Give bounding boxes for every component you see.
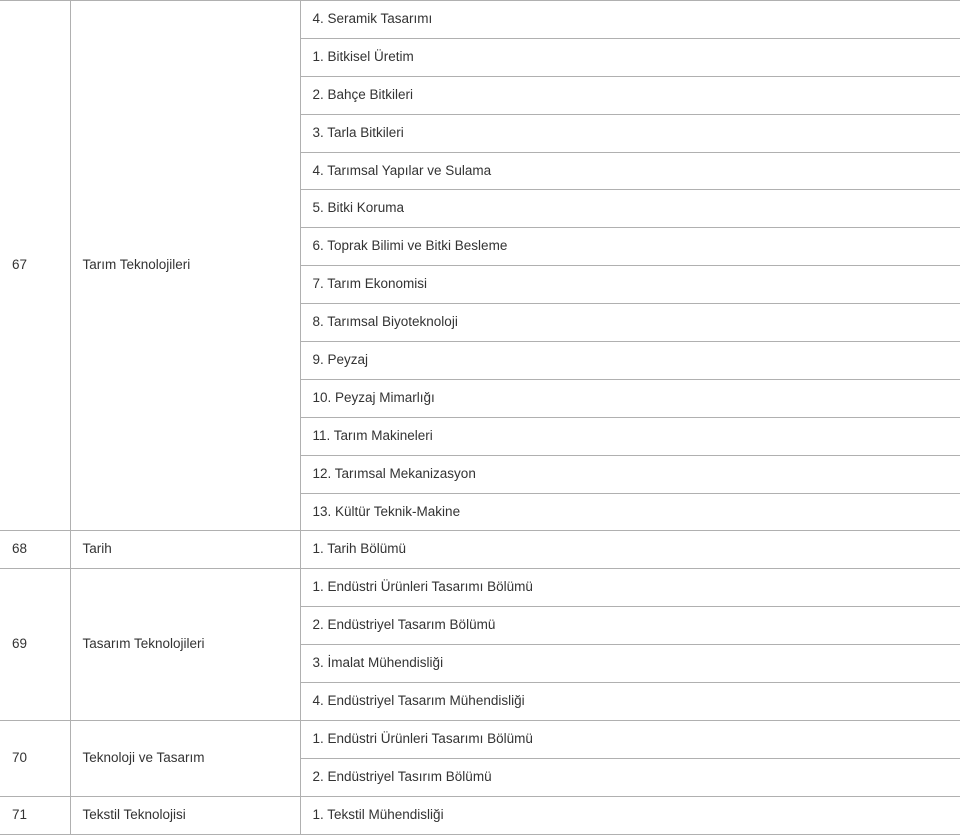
row-name: Tekstil Teknolojisi xyxy=(70,796,300,834)
row-item: 7. Tarım Ekonomisi xyxy=(300,266,960,304)
row-item-text: 10. Peyzaj Mimarlığı xyxy=(313,390,435,405)
row-item: 10. Peyzaj Mimarlığı xyxy=(300,379,960,417)
row-name-text: Tasarım Teknolojileri xyxy=(83,636,205,651)
row-item: 4. Seramik Tasarımı xyxy=(300,1,960,39)
row-item: 4. Endüstriyel Tasarım Mühendisliği xyxy=(300,683,960,721)
row-item-text: 11. Tarım Makineleri xyxy=(313,428,433,443)
row-number: 69 xyxy=(0,569,70,721)
row-item: 1. Bitkisel Üretim xyxy=(300,38,960,76)
row-item: 2. Endüstriyel Tasırım Bölümü xyxy=(300,758,960,796)
row-number-text: 70 xyxy=(12,750,27,765)
row-name-text: Tekstil Teknolojisi xyxy=(83,807,186,822)
row-name: Tarım Teknolojileri xyxy=(70,1,300,531)
row-item: 6. Toprak Bilimi ve Bitki Besleme xyxy=(300,228,960,266)
table-row: 67Tarım Teknolojileri4. Seramik Tasarımı xyxy=(0,1,960,39)
row-item-text: 2. Endüstriyel Tasarım Bölümü xyxy=(313,617,496,632)
row-name: Tasarım Teknolojileri xyxy=(70,569,300,721)
table-row: 69Tasarım Teknolojileri1. Endüstri Ürünl… xyxy=(0,569,960,607)
row-item: 12. Tarımsal Mekanizasyon xyxy=(300,455,960,493)
row-item-text: 5. Bitki Koruma xyxy=(313,200,405,215)
row-item: 13. Kültür Teknik-Makine xyxy=(300,493,960,531)
row-item-text: 13. Kültür Teknik-Makine xyxy=(313,504,461,519)
row-item-text: 12. Tarımsal Mekanizasyon xyxy=(313,466,476,481)
row-item-text: 7. Tarım Ekonomisi xyxy=(313,276,428,291)
row-name-text: Teknoloji ve Tasarım xyxy=(83,750,205,765)
row-item-text: 9. Peyzaj xyxy=(313,352,369,367)
row-item: 11. Tarım Makineleri xyxy=(300,417,960,455)
row-item: 1. Tekstil Mühendisliği xyxy=(300,796,960,834)
row-item: 3. Tarla Bitkileri xyxy=(300,114,960,152)
row-item-text: 1. Bitkisel Üretim xyxy=(313,49,414,64)
table-row: 71 Tekstil Teknolojisi 1. Tekstil Mühendis… xyxy=(0,796,960,834)
row-item: 4. Tarımsal Yapılar ve Sulama xyxy=(300,152,960,190)
row-number-text: 68 xyxy=(12,541,27,556)
row-item-text: 3. İmalat Mühendisliği xyxy=(313,655,444,670)
row-number: 70 xyxy=(0,720,70,796)
row-item-text: 1. Tarih Bölümü xyxy=(313,541,407,556)
row-item-text: 2. Bahçe Bitkileri xyxy=(313,87,414,102)
row-number-text: 69 xyxy=(12,636,27,651)
table-row: 68 Tarih 1. Tarih Bölümü xyxy=(0,531,960,569)
row-name-text: Tarih xyxy=(83,541,112,556)
row-item-text: 3. Tarla Bitkileri xyxy=(313,125,404,140)
row-name: Teknoloji ve Tasarım xyxy=(70,720,300,796)
row-item: 9. Peyzaj xyxy=(300,342,960,380)
row-number: 71 xyxy=(0,796,70,834)
row-item-text: 4. Seramik Tasarımı xyxy=(313,11,433,26)
row-number-text: 71 xyxy=(12,807,27,822)
row-item: 1. Tarih Bölümü xyxy=(300,531,960,569)
row-name-text: Tarım Teknolojileri xyxy=(83,257,191,272)
row-item-text: 1. Endüstri Ürünleri Tasarımı Bölümü xyxy=(313,579,533,594)
row-item-text: 1. Endüstri Ürünleri Tasarımı Bölümü xyxy=(313,731,533,746)
row-item-text: 4. Tarımsal Yapılar ve Sulama xyxy=(313,163,492,178)
row-item: 2. Endüstriyel Tasarım Bölümü xyxy=(300,607,960,645)
row-number: 67 xyxy=(0,1,70,531)
program-table: 67Tarım Teknolojileri4. Seramik Tasarımı… xyxy=(0,0,960,835)
row-item: 2. Bahçe Bitkileri xyxy=(300,76,960,114)
row-number: 68 xyxy=(0,531,70,569)
row-item-text: 6. Toprak Bilimi ve Bitki Besleme xyxy=(313,238,508,253)
table-row: 70Teknoloji ve Tasarım1. Endüstri Ürünle… xyxy=(0,720,960,758)
row-item: 8. Tarımsal Biyoteknoloji xyxy=(300,304,960,342)
row-item: 1. Endüstri Ürünleri Tasarımı Bölümü xyxy=(300,720,960,758)
row-item: 5. Bitki Koruma xyxy=(300,190,960,228)
row-item-text: 8. Tarımsal Biyoteknoloji xyxy=(313,314,458,329)
row-item-text: 1. Tekstil Mühendisliği xyxy=(313,807,444,822)
row-name: Tarih xyxy=(70,531,300,569)
row-item: 3. İmalat Mühendisliği xyxy=(300,645,960,683)
row-item: 1. Endüstri Ürünleri Tasarımı Bölümü xyxy=(300,569,960,607)
row-item-text: 2. Endüstriyel Tasırım Bölümü xyxy=(313,769,492,784)
row-number-text: 67 xyxy=(12,257,27,272)
